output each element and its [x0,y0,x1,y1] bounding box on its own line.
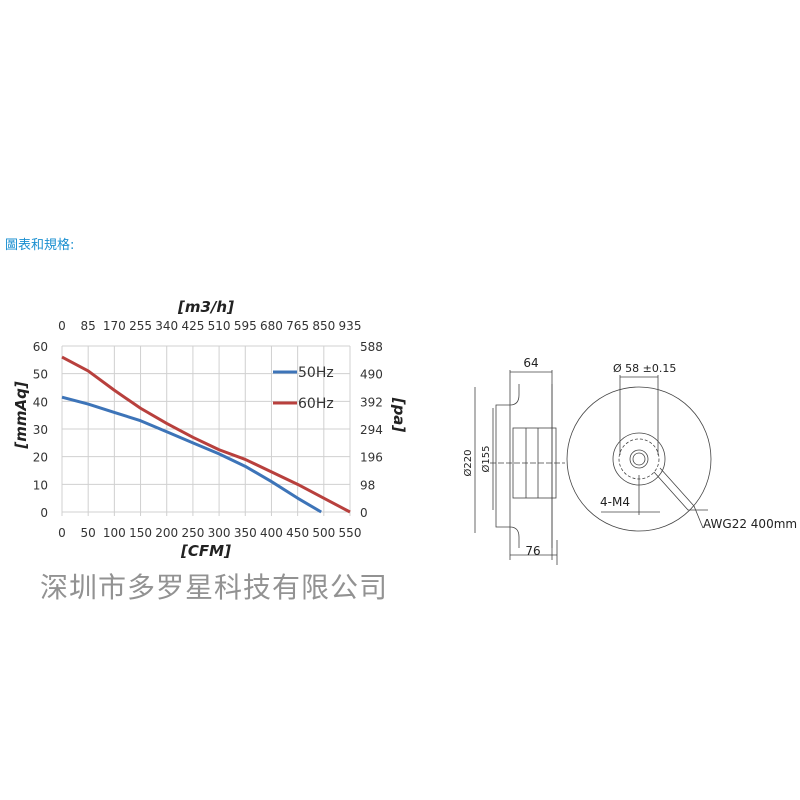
x-tick-label: 350 [234,526,257,540]
section-heading: 圖表和規格: [5,238,75,253]
dim-cable: AWG22 400mm [703,517,797,531]
side-view [474,370,565,565]
x2-tick-label: 935 [339,319,362,333]
x-tick-label: 200 [155,526,178,540]
x-tick-label: 50 [81,526,96,540]
y-tick-label: 20 [33,451,48,465]
y2-tick-label: 0 [360,506,368,520]
x2-tick-label: 425 [181,319,204,333]
y2-tick-label: 490 [360,368,383,382]
x-tick-label: 100 [103,526,126,540]
x2-axis-label: [m3/h] [177,298,234,316]
x2-tick-label: 595 [234,319,257,333]
dim-inner-diameter: Ø155 [480,446,492,473]
x-tick-label: 250 [181,526,204,540]
dim-outer-diameter: Ø220 [462,450,474,477]
x-axis-label: [CFM] [180,542,231,560]
x2-tick-label: 0 [58,319,66,333]
y2-tick-label: 98 [360,478,375,492]
dim-width-bottom: 76 [525,544,540,558]
dim-width-top: 64 [523,356,538,370]
legend-label: 60Hz [298,396,334,412]
y2-axis-label: [pa] [390,397,408,433]
y2-tick-label: 196 [360,451,383,465]
x2-tick-label: 255 [129,319,152,333]
series-line-60Hz [61,355,351,514]
x-tick-label: 450 [286,526,309,540]
series-line-50Hz [61,395,322,514]
x2-tick-label: 340 [155,319,178,333]
front-view [566,375,712,532]
x2-tick-label: 170 [103,319,126,333]
y-tick-label: 30 [33,423,48,437]
watermark: 深圳市多罗星科技有限公司 [40,571,389,604]
x-tick-label: 500 [312,526,335,540]
y2-tick-label: 294 [360,423,383,437]
x-tick-label: 400 [260,526,283,540]
y-tick-label: 0 [40,506,48,520]
x2-tick-label: 850 [312,319,335,333]
y2-tick-label: 392 [360,395,383,409]
x-tick-label: 550 [339,526,362,540]
y2-tick-label: 588 [360,340,383,354]
y-axis-label: [mmAq] [12,381,30,449]
dim-screws: 4-M4 [600,495,630,509]
legend-label: 50Hz [298,365,334,381]
x2-tick-label: 85 [81,319,96,333]
fan-performance-chart: 0050851001701502552003402504253005103505… [12,298,408,560]
x2-tick-label: 510 [208,319,231,333]
y-tick-label: 40 [33,395,48,409]
y-tick-label: 10 [33,478,48,492]
x-tick-label: 0 [58,526,66,540]
x2-tick-label: 680 [260,319,283,333]
dim-bolt-circle: Ø 58 ±0.15 [613,362,676,375]
x-tick-label: 300 [208,526,231,540]
x-tick-label: 150 [129,526,152,540]
y-tick-label: 50 [33,368,48,382]
x2-tick-label: 765 [286,319,309,333]
y-tick-label: 60 [33,340,48,354]
